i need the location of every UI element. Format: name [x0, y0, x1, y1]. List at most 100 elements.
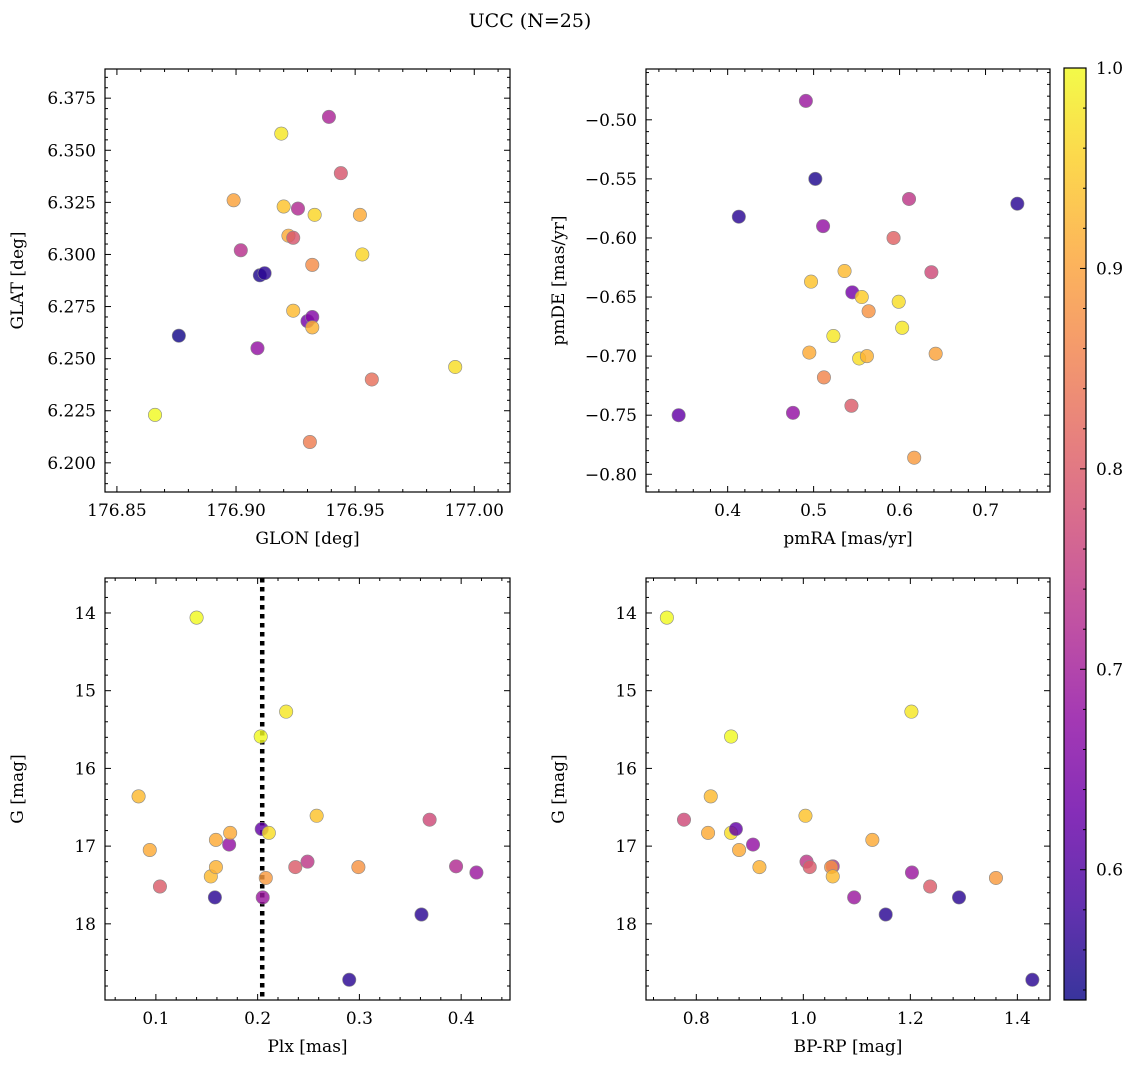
scatter-point: [233, 243, 248, 258]
x-axis-label: pmRA [mas/yr]: [783, 529, 912, 549]
x-tick-label: 0.6: [886, 501, 913, 521]
y-tick-label: 6.225: [47, 402, 96, 422]
colorbar-tick-label: 0.6: [1096, 861, 1123, 881]
scatter-point: [816, 370, 831, 385]
y-tick-label: −0.70: [585, 347, 637, 367]
scatter-point: [171, 328, 186, 343]
scatter-point: [274, 126, 289, 141]
scatter-point: [250, 341, 265, 356]
x-tick-label: 0.5: [800, 501, 827, 521]
scatter-point: [676, 812, 691, 827]
axes-frame: [104, 68, 511, 493]
scatter-point: [859, 349, 874, 364]
scatter-point: [352, 207, 367, 222]
y-tick-label: 6.300: [47, 245, 96, 265]
y-tick-label: 6.325: [47, 193, 96, 213]
scatter-point: [703, 789, 718, 804]
scatter-point: [1025, 972, 1040, 987]
x-tick-label: 1.2: [897, 1009, 924, 1029]
scatter-point: [422, 812, 437, 827]
colorbar: 0.6 0.7 0.8 0.9 1.0: [1063, 59, 1123, 1001]
scatter-point: [904, 865, 919, 880]
scatter-point: [671, 408, 686, 423]
scatter-point: [279, 704, 294, 719]
scatter-point: [207, 890, 222, 905]
scatter-point: [865, 832, 880, 847]
scatter-point: [798, 808, 813, 823]
scatter-point: [802, 345, 817, 360]
colorbar-gradient: [1064, 68, 1086, 1000]
scatter-point: [307, 207, 322, 222]
y-tick-label: 18: [615, 915, 637, 935]
scatter-point: [355, 247, 370, 262]
scatter-point: [988, 870, 1003, 885]
scatter-point: [826, 329, 841, 344]
scatter-point: [449, 859, 464, 874]
x-tick-label: 0.4: [714, 501, 741, 521]
figure-title: UCC (N=25): [469, 10, 592, 32]
y-tick-label: 17: [615, 837, 637, 857]
axes-frame: [645, 577, 1051, 1001]
x-axis-label: GLON [deg]: [255, 529, 359, 549]
y-axis-label: G [mag]: [8, 754, 28, 823]
y-tick-label: 6.275: [47, 298, 96, 318]
y-tick-label: −0.65: [585, 288, 637, 308]
scatter-point: [878, 907, 893, 922]
x-axis-label: Plx [mas]: [267, 1037, 347, 1057]
scatter-point: [902, 191, 917, 206]
scatter-point: [414, 907, 429, 922]
scatter-point: [305, 257, 320, 272]
scatter-point: [891, 294, 906, 309]
scatter-point: [732, 843, 747, 858]
scatter-point: [253, 729, 268, 744]
y-tick-label: 18: [74, 915, 96, 935]
scatter-point: [923, 879, 938, 894]
y-tick-label: 15: [74, 682, 96, 702]
y-tick-label: 16: [74, 759, 96, 779]
y-axis-label: pmDE [mas/yr]: [549, 215, 569, 345]
y-tick-label: −0.50: [585, 111, 637, 131]
scatter-point: [302, 434, 317, 449]
y-tick-label: 15: [615, 682, 637, 702]
scatter-point: [142, 843, 157, 858]
scatter-point: [208, 860, 223, 875]
x-tick-label: 176.90: [206, 501, 265, 521]
scatter-point: [222, 837, 237, 852]
scatter-point: [300, 854, 315, 869]
x-tick-label: 1.0: [790, 1009, 817, 1029]
scatter-point: [816, 219, 831, 234]
scatter-point: [701, 825, 716, 840]
scatter-point: [305, 320, 320, 335]
scatter-point: [731, 209, 746, 224]
scatter-point: [825, 869, 840, 884]
y-tick-label: 6.375: [47, 89, 96, 109]
scatter-point: [364, 372, 379, 387]
panel-pmra-pmde: 0.4 0.5 0.6 0.7 −0.80 −0.75 −0.70 −0.65 −0.60 −0.…: [549, 68, 1051, 549]
scatter-point: [288, 860, 303, 875]
colorbar-tick-label: 0.9: [1096, 259, 1123, 279]
colorbar-tick-label: 1.0: [1096, 59, 1123, 79]
scatter-point: [333, 166, 348, 181]
scatter-point: [148, 407, 163, 422]
scatter-point: [261, 825, 276, 840]
y-tick-label: 14: [74, 604, 96, 624]
scatter-point: [659, 610, 674, 625]
x-tick-label: 0.1: [142, 1009, 169, 1029]
axes-frame: [645, 68, 1051, 493]
x-tick-label: 0.7: [972, 501, 999, 521]
scatter-point: [286, 230, 301, 245]
scatter-point: [886, 230, 901, 245]
scatter-point: [854, 290, 869, 305]
scatter-point: [276, 199, 291, 214]
panel-glon-glat: 176.85 176.90 176.95 177.00 6.200 6.225 6.250 6…: [8, 68, 511, 549]
scatter-point: [847, 890, 862, 905]
y-tick-label: −0.80: [585, 465, 637, 485]
y-axis-label: G [mag]: [549, 754, 569, 823]
x-tick-label: 176.95: [325, 501, 384, 521]
scatter-point: [258, 870, 273, 885]
scatter-point: [351, 860, 366, 875]
scatter-point: [189, 610, 204, 625]
y-tick-label: 6.200: [47, 454, 96, 474]
scatter-point: [802, 860, 817, 875]
y-tick-label: −0.55: [585, 170, 637, 190]
